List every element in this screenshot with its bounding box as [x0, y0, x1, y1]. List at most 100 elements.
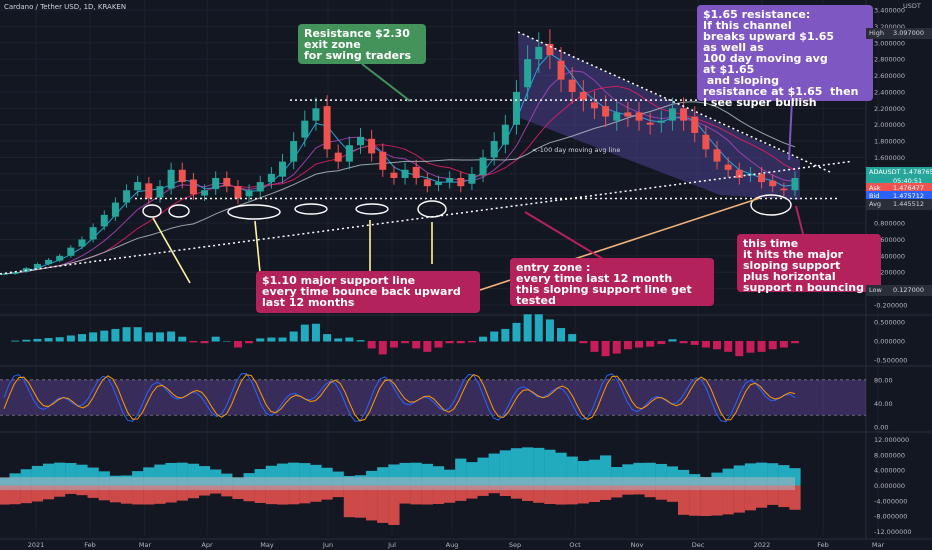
- bounce-circle: [355, 203, 389, 215]
- candle-body: [312, 108, 320, 121]
- moving-average-line: [3, 70, 796, 275]
- indicator-tick-label: -12.000000: [874, 528, 912, 536]
- y-tick-label: 0.600000: [874, 236, 905, 244]
- candle-body: [234, 186, 242, 199]
- oscillator-up-bar: [455, 458, 467, 486]
- candle-body: [624, 112, 632, 117]
- candle-body: [680, 108, 688, 121]
- oscillator-up-bar: [577, 460, 589, 486]
- macd-bar: [200, 341, 209, 344]
- oscillator-up-bar: [733, 465, 745, 486]
- macd-bar: [245, 341, 254, 344]
- bounce-circle: [168, 204, 190, 218]
- resistance-note[interactable]: Resistance $2.30 exit zone for swing tra…: [298, 24, 426, 64]
- macd-bar: [679, 341, 688, 344]
- candle-body: [457, 177, 465, 187]
- x-tick-label: Sep: [509, 541, 521, 549]
- candle-body: [412, 166, 420, 178]
- y-tick-label: 2.400000: [874, 88, 905, 96]
- chart-title[interactable]: Cardano / Tether USD, 1D, KRAKEN: [4, 3, 127, 11]
- currency-label: USDT: [903, 2, 921, 10]
- candle-body: [390, 172, 398, 178]
- x-tick-label: Nov: [631, 541, 644, 549]
- oscillator-up-bar: [76, 464, 88, 486]
- macd-bar: [579, 341, 588, 344]
- oscillator-up-bar: [466, 462, 478, 486]
- macd-bar: [233, 341, 242, 348]
- candle-body: [245, 190, 253, 197]
- candle-body: [434, 182, 442, 185]
- macd-bar: [289, 331, 298, 342]
- oscillator-down-bar: [276, 485, 289, 505]
- oscillator-down-bar: [254, 485, 266, 503]
- oscillator-down-bar: [577, 485, 589, 504]
- macd-bar: [512, 322, 521, 342]
- oscillator-down-bar: [288, 485, 300, 505]
- oscillator-down-bar: [588, 485, 601, 503]
- candle-body: [33, 264, 41, 269]
- macd-bar: [401, 341, 410, 344]
- sloping-support-note[interactable]: this time it hits the major sloping supp…: [737, 234, 881, 293]
- candle-body: [423, 179, 431, 187]
- oscillator-down-bar: [432, 485, 445, 504]
- macd-bar: [434, 341, 443, 348]
- candle-body: [657, 120, 665, 123]
- y-tick-label: 1.600000: [874, 154, 905, 162]
- macd-bar: [33, 338, 42, 342]
- oscillator-down-bar: [600, 485, 612, 500]
- descending-channel: [518, 32, 800, 200]
- support-note[interactable]: $1.10 major support line every time boun…: [256, 271, 480, 313]
- macd-bar: [724, 341, 733, 352]
- x-tick-label: 2022: [754, 541, 771, 549]
- y-tick-label: 3.000000: [874, 39, 905, 47]
- macd-bar: [11, 340, 20, 342]
- macd-bar: [267, 337, 276, 342]
- channel-note[interactable]: $1.65 resistance: If this channel breaks…: [697, 5, 873, 108]
- oscillator-down-bar: [76, 485, 88, 496]
- candle-body: [78, 239, 86, 247]
- bid-price-label: Bid 1.475712: [866, 191, 932, 202]
- candle-body: [100, 214, 108, 227]
- entry-zone-note[interactable]: entry zone : every time last 12 month th…: [510, 258, 714, 306]
- oscillator-down-bar: [143, 485, 155, 505]
- macd-bar: [367, 341, 376, 349]
- candle-body: [256, 182, 264, 192]
- x-tick-label: Jun: [322, 541, 333, 549]
- macd-bar: [545, 319, 554, 342]
- oscillator-up-bar: [789, 468, 801, 486]
- candle-body: [111, 202, 119, 217]
- stoch-d-line: [3, 373, 796, 422]
- oscillator-up-bar: [265, 465, 277, 486]
- candle-body: [56, 255, 64, 261]
- oscillator-down-bar: [198, 485, 211, 496]
- countdown-label: 05:40:51: [866, 176, 932, 187]
- y-tick-label: 1.800000: [874, 138, 905, 146]
- macd-bar: [423, 341, 432, 352]
- candle-body: [557, 60, 565, 80]
- oscillator-down-bar: [243, 485, 255, 502]
- arrow-line: [524, 211, 609, 263]
- macd-bar: [657, 341, 666, 345]
- oscillator-down-bar: [54, 485, 66, 497]
- y-tick-label: 3.400000: [874, 7, 905, 15]
- macd-bar: [211, 336, 220, 342]
- moving-average-line: [3, 101, 796, 275]
- oscillator-up-bar: [778, 465, 790, 486]
- macd-bar: [256, 338, 265, 342]
- candle-body: [345, 145, 353, 162]
- high-price-label: High 3.097000: [866, 28, 932, 39]
- candle-body: [713, 149, 721, 162]
- macd-bar: [412, 341, 421, 349]
- y-tick-label: -0.200000: [874, 302, 907, 310]
- indicator-tick-label: -4.000000: [874, 497, 907, 505]
- oscillator-down-bar: [377, 485, 389, 523]
- oscillator-up-bar: [176, 462, 188, 486]
- candle-body: [212, 177, 220, 190]
- macd-bar: [791, 341, 799, 344]
- moving-average-line: [3, 85, 796, 275]
- oscillator-up-bar: [432, 466, 445, 486]
- oscillator-down-bar: [733, 485, 745, 513]
- candle-body: [613, 112, 621, 121]
- oscillator-up-bar: [588, 459, 601, 486]
